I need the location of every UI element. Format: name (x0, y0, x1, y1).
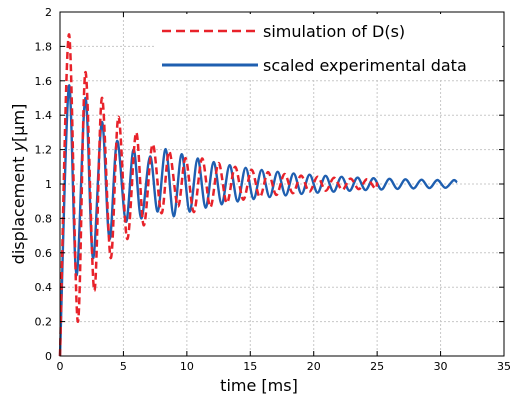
x-tick-label: 0 (57, 360, 64, 373)
y-axis-label-variable: y (9, 141, 28, 152)
y-tick-label: 0.2 (35, 316, 53, 329)
y-tick-label: 0 (45, 350, 52, 363)
y-axis-label: displacement y[µm] (9, 104, 28, 265)
y-axis-label-prefix: displacement (9, 151, 28, 264)
x-axis-label: time [ms] (220, 376, 298, 395)
y-tick-label: 0.4 (35, 281, 53, 294)
y-tick-label: 1.6 (35, 75, 53, 88)
legend: simulation of D(s) scaled experimental d… (156, 14, 502, 80)
y-tick-label: 0.6 (35, 247, 53, 260)
x-tick-label: 35 (497, 360, 510, 373)
y-axis-label-unit: [µm] (9, 104, 28, 142)
tick-labels: 0 5 10 15 20 25 30 35 0 0.2 0.4 0.6 0.8 1 1.2 1.4 1.6 1.8… (35, 6, 510, 373)
y-tick-label: 1.2 (35, 144, 53, 157)
legend-background (156, 14, 502, 80)
x-tick-label: 10 (180, 360, 194, 373)
legend-label-experimental: scaled experimental data (263, 56, 467, 75)
x-tick-label: 15 (243, 360, 257, 373)
y-tick-label: 2 (45, 6, 52, 19)
x-tick-label: 5 (120, 360, 127, 373)
series-layer (58, 33, 458, 357)
series-line-simulation (58, 33, 379, 357)
x-tick-label: 30 (434, 360, 448, 373)
y-tick-label: 1.8 (35, 40, 53, 53)
x-tick-label: 20 (307, 360, 321, 373)
legend-label-simulation: simulation of D(s) (263, 22, 405, 41)
y-tick-label: 0.8 (35, 212, 53, 225)
x-tick-label: 25 (370, 360, 384, 373)
series-line-experimental (58, 84, 458, 357)
y-tick-label: 1 (45, 178, 52, 191)
y-tick-label: 1.4 (35, 109, 53, 122)
